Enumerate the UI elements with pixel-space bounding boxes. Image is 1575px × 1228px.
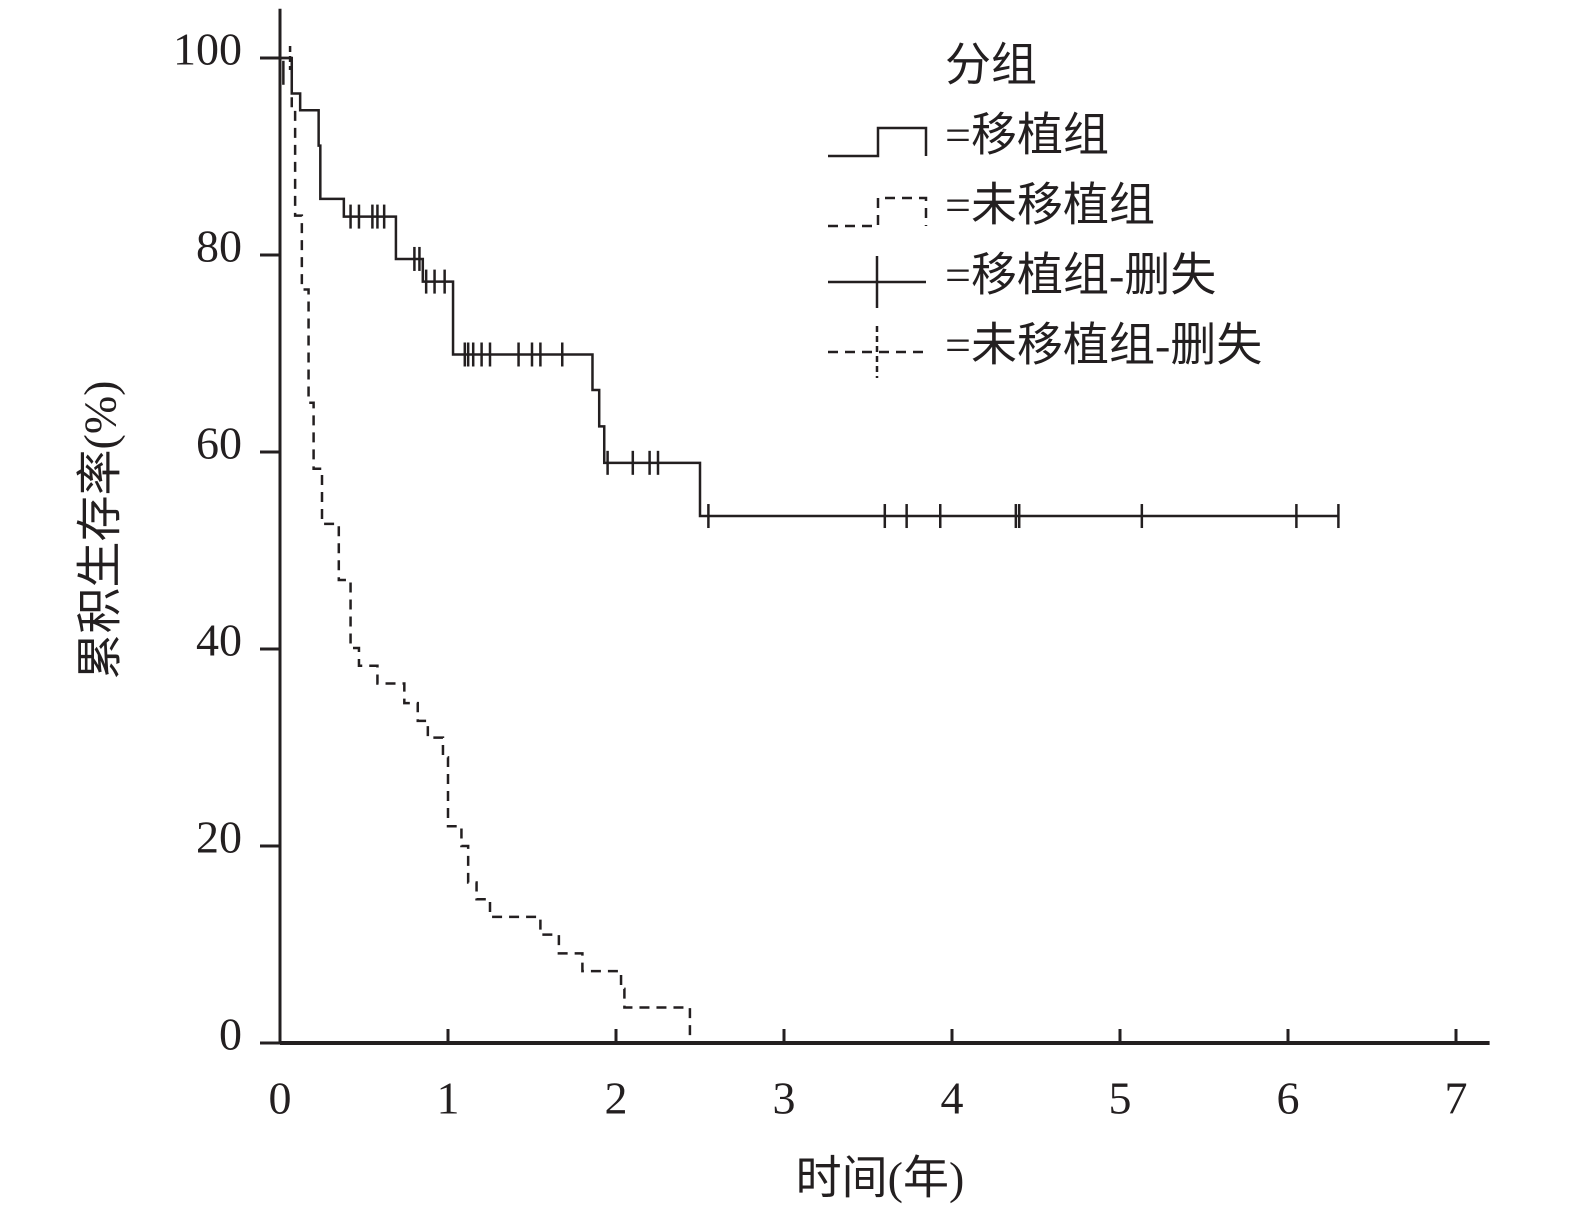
legend-swatch bbox=[828, 196, 928, 228]
x-tick-label: 2 bbox=[605, 1073, 628, 1124]
y-tick-label: 40 bbox=[196, 615, 242, 666]
x-tick-label: 3 bbox=[773, 1073, 796, 1124]
x-tick-label: 0 bbox=[269, 1073, 292, 1124]
legend-label: =未移植组 bbox=[945, 180, 1155, 231]
legend-swatch bbox=[828, 126, 928, 158]
x-axis-label: 时间(年) bbox=[796, 1153, 965, 1204]
y-axis-label: 累积生存率(%) bbox=[75, 381, 126, 680]
x-tick-label: 5 bbox=[1109, 1073, 1132, 1124]
y-tick-label: 80 bbox=[196, 221, 242, 272]
x-tick-label: 1 bbox=[437, 1073, 460, 1124]
y-tick-label: 20 bbox=[196, 812, 242, 863]
y-tick-label: 0 bbox=[219, 1009, 242, 1060]
legend-label: =未移植组-删失 bbox=[945, 320, 1262, 371]
legend-label: =移植组 bbox=[945, 110, 1109, 161]
legend-title: 分组 bbox=[945, 40, 1037, 91]
survival-curve bbox=[280, 56, 692, 1043]
survival-curve bbox=[280, 56, 1339, 518]
x-tick-label: 4 bbox=[941, 1073, 964, 1124]
legend-label: =移植组-删失 bbox=[945, 250, 1216, 301]
y-tick-label: 100 bbox=[173, 24, 242, 75]
x-tick-label: 6 bbox=[1277, 1073, 1300, 1124]
x-tick-label: 7 bbox=[1445, 1073, 1468, 1124]
y-tick-label: 60 bbox=[196, 418, 242, 469]
